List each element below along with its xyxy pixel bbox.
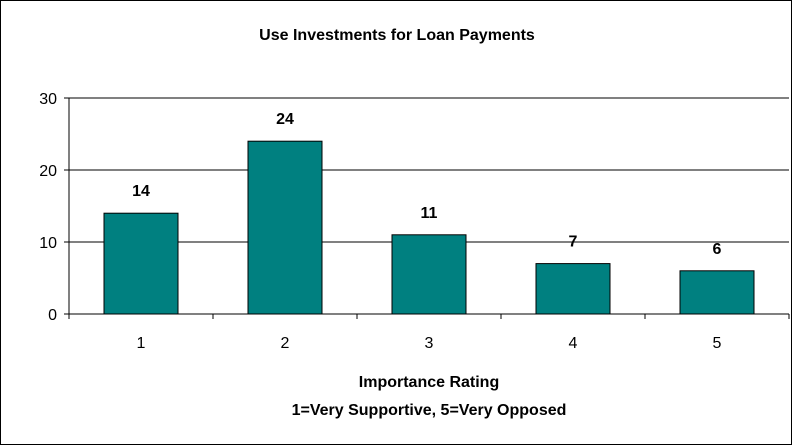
bar-3 [391,234,467,315]
y-tick-label: 0 [48,307,57,324]
y-tick-label: 20 [39,163,57,180]
data-label-1: 14 [132,183,150,200]
chart-title: Use Investments for Loan Payments [259,27,535,44]
x-tick-label-5: 5 [713,335,722,352]
data-label-2: 24 [276,111,294,128]
bar-5 [679,270,755,315]
bar-1 [103,212,179,315]
x-tick-label-2: 2 [281,335,290,352]
x-axis-title-line2: 1=Very Supportive, 5=Very Opposed [292,402,567,419]
x-tick-label-1: 1 [137,335,146,352]
x-tick-label-4: 4 [569,335,578,352]
bar-2 [247,140,323,315]
y-tick-label: 10 [39,235,57,252]
axes [64,97,790,319]
y-tick-label: 30 [39,91,57,108]
data-labels: 14 24 11 7 6 [132,111,721,258]
bar-4 [535,263,611,315]
x-tick-label-3: 3 [425,335,434,352]
x-axis-title-line1: Importance Rating [359,374,499,391]
data-label-4: 7 [569,234,578,251]
bars [103,140,755,315]
data-label-3: 11 [421,205,438,222]
x-tick-labels: 1 2 3 4 5 [137,335,722,352]
y-tick-labels: 0 10 20 30 [39,91,57,324]
data-label-5: 6 [713,241,722,258]
